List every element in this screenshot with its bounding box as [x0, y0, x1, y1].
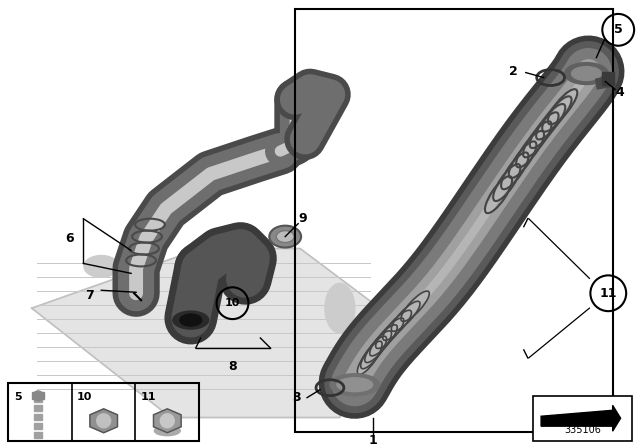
Ellipse shape [572, 67, 602, 81]
Text: 6: 6 [65, 232, 74, 245]
Ellipse shape [269, 226, 301, 248]
Ellipse shape [564, 63, 608, 85]
Polygon shape [90, 409, 118, 433]
Ellipse shape [337, 378, 372, 392]
Bar [8, 383, 199, 441]
Text: 2: 2 [509, 65, 518, 78]
Text: 10: 10 [77, 392, 92, 402]
Ellipse shape [180, 314, 202, 326]
Polygon shape [32, 249, 380, 418]
Text: 4: 4 [616, 86, 625, 99]
Text: 10: 10 [225, 298, 240, 308]
Text: 11: 11 [140, 392, 156, 402]
Bar [294, 9, 612, 432]
Text: 7: 7 [85, 289, 93, 302]
Text: 3: 3 [292, 391, 300, 404]
Bar [533, 396, 632, 441]
Text: 335106: 335106 [564, 425, 601, 435]
Circle shape [97, 414, 111, 428]
Text: 11: 11 [600, 287, 617, 300]
Bar [34, 405, 42, 411]
Ellipse shape [173, 311, 209, 329]
Bar [602, 72, 614, 86]
Ellipse shape [276, 231, 294, 242]
Text: 5: 5 [614, 23, 623, 36]
Bar [34, 414, 42, 420]
Text: 5: 5 [14, 392, 22, 402]
Text: 1: 1 [368, 434, 377, 447]
Polygon shape [154, 409, 181, 433]
Circle shape [33, 391, 43, 401]
Bar [596, 76, 615, 89]
Ellipse shape [84, 255, 118, 277]
Ellipse shape [154, 426, 180, 436]
Text: 8: 8 [228, 360, 237, 373]
Circle shape [161, 414, 174, 428]
Bar [32, 392, 44, 399]
Ellipse shape [325, 283, 355, 333]
Bar [34, 432, 42, 438]
Polygon shape [541, 405, 621, 431]
Bar [34, 423, 42, 429]
Bar [34, 396, 42, 402]
Ellipse shape [330, 374, 380, 396]
Text: 9: 9 [299, 212, 307, 225]
